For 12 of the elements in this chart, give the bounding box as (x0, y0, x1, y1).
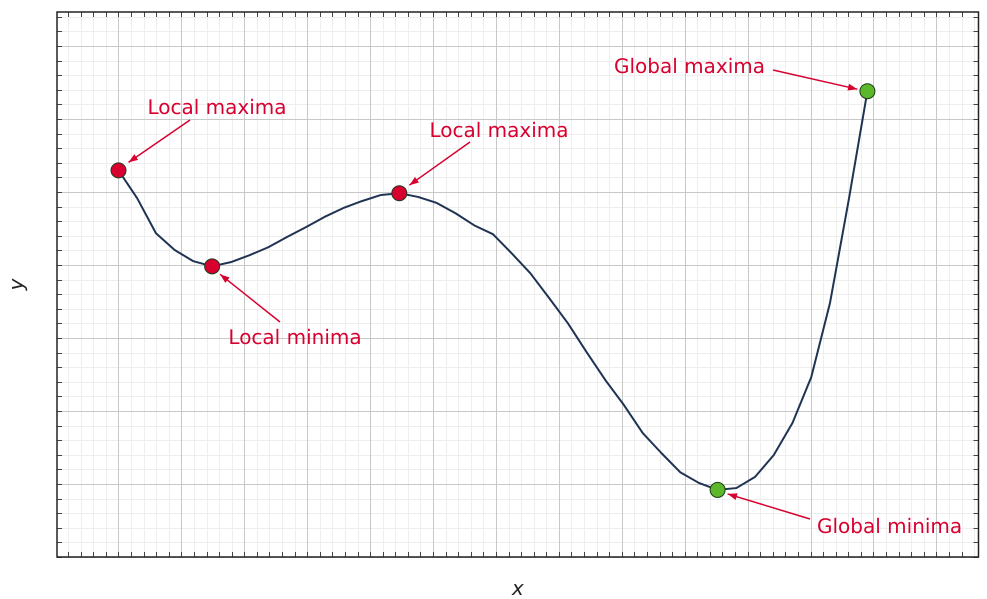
annotation: Global minima (817, 514, 962, 538)
annotation: Local maxima (147, 95, 287, 120)
point (391, 185, 408, 202)
y-axis-title: y (4, 277, 28, 292)
annotation: Local maxima (429, 118, 569, 142)
text: Global maxima (614, 54, 765, 78)
point (204, 258, 220, 274)
annotation: Local minima (228, 325, 362, 350)
point (859, 83, 876, 100)
point (710, 482, 726, 498)
x-axis-title: x (510, 576, 524, 599)
point (110, 162, 126, 178)
